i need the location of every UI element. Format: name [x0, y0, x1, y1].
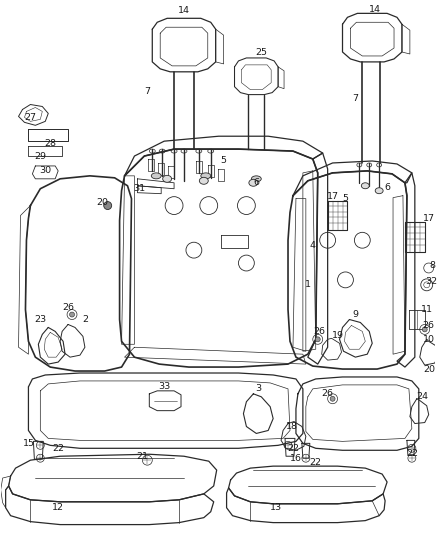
Text: 17: 17 — [327, 192, 339, 201]
Text: 20: 20 — [97, 198, 109, 207]
Ellipse shape — [251, 176, 261, 182]
Circle shape — [422, 327, 427, 332]
Text: 19: 19 — [332, 331, 343, 340]
Ellipse shape — [199, 177, 208, 184]
Text: 14: 14 — [369, 5, 381, 14]
Text: 17: 17 — [423, 214, 434, 223]
Circle shape — [70, 312, 74, 317]
Text: 31: 31 — [133, 184, 145, 193]
Text: 2: 2 — [82, 315, 88, 324]
Ellipse shape — [162, 175, 172, 182]
Text: 1: 1 — [305, 280, 311, 289]
Text: 7: 7 — [145, 87, 150, 96]
Text: 9: 9 — [353, 310, 358, 319]
Text: 4: 4 — [310, 241, 316, 249]
Circle shape — [330, 397, 335, 401]
Text: 22: 22 — [52, 444, 64, 453]
Text: 8: 8 — [430, 261, 436, 270]
Text: 25: 25 — [255, 47, 267, 56]
Text: 30: 30 — [39, 166, 51, 175]
Text: 23: 23 — [34, 315, 46, 324]
Text: 6: 6 — [253, 178, 259, 187]
Text: 28: 28 — [44, 139, 56, 148]
Ellipse shape — [249, 179, 258, 186]
Text: 32: 32 — [426, 277, 438, 286]
Text: 3: 3 — [255, 384, 261, 393]
Text: 7: 7 — [353, 94, 358, 103]
Text: 12: 12 — [52, 503, 64, 512]
Text: 26: 26 — [62, 303, 74, 312]
Text: 13: 13 — [270, 503, 282, 512]
Text: 11: 11 — [421, 305, 433, 314]
Text: 24: 24 — [417, 392, 429, 401]
Text: 26: 26 — [423, 321, 434, 330]
Text: 22: 22 — [406, 449, 418, 458]
Text: 26: 26 — [321, 389, 334, 398]
Text: 5: 5 — [343, 194, 349, 203]
Ellipse shape — [201, 173, 211, 179]
Ellipse shape — [375, 188, 383, 193]
Text: 21: 21 — [136, 452, 148, 461]
Text: 26: 26 — [314, 327, 326, 336]
Text: 18: 18 — [286, 422, 298, 431]
Circle shape — [315, 337, 320, 342]
Ellipse shape — [361, 183, 369, 189]
Text: 6: 6 — [384, 183, 390, 192]
Text: 10: 10 — [423, 335, 434, 344]
Ellipse shape — [151, 173, 161, 179]
Text: 20: 20 — [424, 365, 436, 374]
Text: 16: 16 — [290, 454, 302, 463]
Text: 33: 33 — [158, 382, 170, 391]
Text: 15: 15 — [22, 439, 35, 448]
Text: 22: 22 — [287, 444, 299, 453]
Circle shape — [104, 201, 112, 209]
Text: 22: 22 — [310, 458, 322, 467]
Text: 29: 29 — [34, 151, 46, 160]
Text: 27: 27 — [25, 113, 36, 122]
Text: 14: 14 — [178, 6, 190, 15]
Text: 5: 5 — [221, 157, 226, 165]
